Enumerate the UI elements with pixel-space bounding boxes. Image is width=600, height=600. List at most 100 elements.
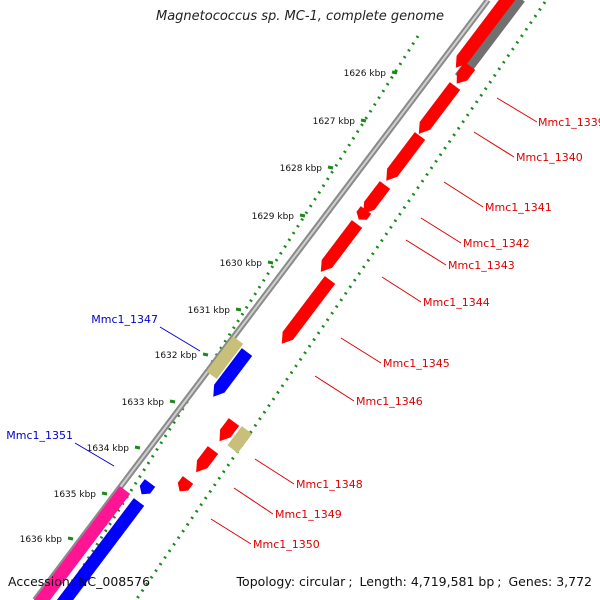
gene-name: Mmc1_1351: [6, 429, 73, 442]
tick-label: 1632 kbp: [155, 351, 198, 361]
callout-line: [420, 217, 462, 244]
tick-mark: [299, 213, 306, 218]
tick-mark: [101, 491, 108, 496]
genome-summary: Topology: circular; Length: 4,719,581 bp…: [236, 574, 592, 589]
tick-label: 1629 kbp: [252, 212, 295, 222]
callout-line: [340, 337, 382, 364]
tick-mark: [267, 260, 274, 265]
gene-label-Mmc1_1339[interactable]: Mmc1_1339: [496, 97, 600, 129]
callout-line: [443, 181, 484, 208]
tick-mark: [169, 399, 176, 404]
gene-name: Mmc1_1348: [296, 478, 363, 491]
tick-mark: [235, 307, 242, 312]
accession-info: Accession: NC_008576: [8, 574, 150, 589]
tick-1634-kbp: 1634 kbp: [87, 444, 141, 454]
gene-arrow-Mmc1_1350[interactable]: [177, 476, 194, 492]
tick-label: 1626 kbp: [344, 69, 387, 79]
tick-1629-kbp: 1629 kbp: [252, 212, 306, 222]
tick-label: 1636 kbp: [20, 535, 63, 545]
length-label: Length:: [359, 574, 407, 589]
callout-line: [314, 375, 355, 402]
tick-mark: [67, 536, 74, 541]
gene-arrow-Mmc1_1349[interactable]: [196, 446, 219, 473]
gene-label-Mmc1_1348[interactable]: Mmc1_1348: [254, 458, 363, 491]
tick-label: 1634 kbp: [87, 444, 130, 454]
tick-1627-kbp: 1627 kbp: [313, 117, 367, 127]
tick-label: 1631 kbp: [188, 306, 231, 316]
callout-line: [473, 131, 515, 158]
gene-arrow-Mmc1_1347[interactable]: [213, 348, 253, 397]
gene-arrow-Mmc1_1351b[interactable]: [139, 479, 156, 495]
callout-line: [405, 239, 447, 266]
gene-block-Mmc1_1347-block[interactable]: [206, 336, 244, 379]
gene-arrow-Mmc1_1342[interactable]: [363, 181, 391, 214]
genes-value: 3,772: [556, 574, 592, 589]
tick-mark: [327, 165, 334, 170]
gene-name: Mmc1_1349: [275, 508, 342, 521]
gene-name: Mmc1_1346: [356, 395, 423, 408]
gene-label-Mmc1_1340[interactable]: Mmc1_1340: [473, 131, 583, 164]
gene-name: Mmc1_1347: [91, 313, 158, 326]
length-value: 4,719,581 bp: [410, 574, 495, 589]
tick-mark: [391, 70, 398, 75]
genes-label: Genes:: [508, 574, 553, 589]
gene-label-Mmc1_1345[interactable]: Mmc1_1345: [340, 337, 450, 370]
tick-label: 1635 kbp: [54, 490, 97, 500]
outer-dotted-track: [134, 1, 547, 600]
gene-arrow-Mmc1_1348[interactable]: [219, 418, 240, 442]
gene-label-Mmc1_1343[interactable]: Mmc1_1343: [405, 239, 515, 272]
gene-label-Mmc1_1346[interactable]: Mmc1_1346: [314, 375, 423, 408]
tick-1626-kbp: 1626 kbp: [344, 69, 398, 79]
gene-labels: Mmc1_1339 Mmc1_1340 Mmc1_1341 Mmc1_1342 Mmc1…: [6, 97, 600, 551]
gene-name: Mmc1_1350: [253, 538, 320, 551]
tick-1633-kbp: 1633 kbp: [122, 398, 176, 408]
callout-line: [210, 518, 252, 545]
gene-arrow-Mmc1_1341[interactable]: [386, 132, 426, 181]
gene-name: Mmc1_1343: [448, 259, 515, 272]
tick-label: 1630 kbp: [220, 259, 263, 269]
gene-block-Mmc1_1348-block[interactable]: [227, 426, 253, 454]
accession-value: NC_008576: [78, 574, 151, 589]
gene-arrow-Mmc1_1339[interactable]: [456, 62, 476, 84]
gene-block-Mmc1_1351-pink[interactable]: [23, 486, 131, 600]
callout-line: [159, 326, 201, 352]
gene-arrow-Mmc1_1345[interactable]: [281, 276, 336, 344]
genome-title: Magnetococcus sp. MC-1, complete genome: [155, 9, 445, 24]
callout-line: [496, 97, 538, 123]
tick-mark: [134, 445, 141, 450]
gene-block-gray-top[interactable]: [455, 0, 525, 82]
gene-arrow-Mmc1_1344[interactable]: [320, 220, 363, 272]
callout-line: [381, 276, 422, 303]
callout-line: [254, 458, 295, 485]
gene-features: [23, 0, 525, 600]
gene-label-Mmc1_1344[interactable]: Mmc1_1344: [381, 276, 490, 309]
callout-line: [74, 442, 115, 467]
tick-label: 1628 kbp: [280, 164, 323, 174]
tick-1632-kbp: 1632 kbp: [155, 351, 209, 361]
accession-label: Accession:: [8, 574, 75, 589]
gene-arrow-Mmc1_1340[interactable]: [418, 82, 461, 134]
tick-1636-kbp: 1636 kbp: [20, 535, 74, 545]
gene-name: Mmc1_1345: [383, 357, 450, 370]
gene-label-Mmc1_1351[interactable]: Mmc1_1351: [6, 429, 115, 467]
gene-label-Mmc1_1341[interactable]: Mmc1_1341: [443, 181, 552, 214]
tick-1631-kbp: 1631 kbp: [188, 306, 242, 316]
gene-label-Mmc1_1349[interactable]: Mmc1_1349: [233, 487, 342, 521]
gene-arrow-Mmc1_1339a[interactable]: [455, 0, 516, 68]
tick-label: 1633 kbp: [122, 398, 165, 408]
tick-1635-kbp: 1635 kbp: [54, 490, 108, 500]
tick-label: 1627 kbp: [313, 117, 356, 127]
gene-name: Mmc1_1344: [423, 296, 490, 309]
gene-label-Mmc1_1342[interactable]: Mmc1_1342: [420, 217, 530, 250]
tick-1628-kbp: 1628 kbp: [280, 164, 334, 174]
position-ticks: 1626 kbp 1627 kbp 1628 kbp 1629 kbp 1630 kbp…: [20, 69, 398, 545]
gene-label-Mmc1_1347[interactable]: Mmc1_1347: [91, 313, 201, 352]
gene-label-Mmc1_1350[interactable]: Mmc1_1350: [210, 518, 320, 551]
topology-value: circular: [299, 574, 346, 589]
gene-arrow-Mmc1_1343[interactable]: [356, 206, 372, 220]
topology-label: Topology:: [236, 574, 296, 589]
gene-arrow-Mmc1_1351[interactable]: [55, 498, 145, 600]
tick-1630-kbp: 1630 kbp: [220, 259, 274, 269]
